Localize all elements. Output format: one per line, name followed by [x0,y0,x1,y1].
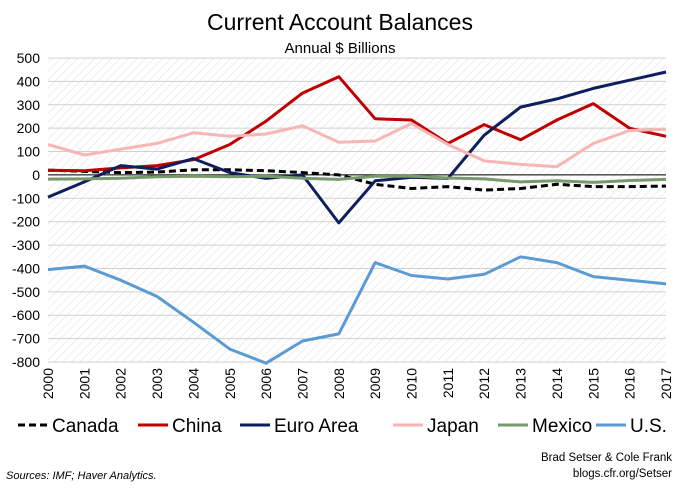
series-line-u-s [47,255,667,365]
legend-label-euro-area: Euro Area [274,416,359,437]
plot-area [48,58,666,362]
legend: Canada China Euro Area Japan Mexico U.S. [18,416,667,437]
x-tick-label: 2000 [40,368,56,399]
y-tick-label: -500 [12,284,40,300]
legend-label-japan: Japan [427,416,479,437]
credit-authors: Brad Setser & Cole Frank [540,452,672,464]
y-tick-label: 300 [17,97,41,113]
x-tick-label: 2013 [513,368,529,399]
y-tick-label: -600 [12,307,40,323]
x-axis: 2000 2001 2002 2003 2004 2005 2006 2007 2008 2009… [40,368,674,399]
y-axis: 500 400 300 200 100 0 -100 -200 -300 -400 -500 -600… [12,50,40,370]
y-tick-label: -200 [12,214,40,230]
chart-subtitle: Annual $ Billions [285,40,396,57]
sources-note: Sources: IMF; Haver Analytics. [6,470,157,482]
y-tick-label: -100 [12,190,40,206]
series-line-euro-area [47,70,667,225]
y-tick-label: -800 [12,354,40,370]
x-tick-label: 2008 [331,368,347,399]
legend-label-china: China [172,416,222,437]
x-tick-label: 2009 [367,368,383,399]
y-tick-label: -700 [12,331,40,347]
y-tick-label: 100 [17,144,41,160]
series-line-mexico [47,174,667,184]
gridlines [48,57,666,363]
x-tick-label: 2001 [76,368,92,399]
series-line-canada [47,168,667,192]
x-tick-label: 2012 [476,368,492,399]
x-tick-label: 2007 [294,368,310,399]
x-tick-label: 2003 [149,368,165,399]
y-tick-label: 400 [17,73,41,89]
series-line-japan [47,122,667,169]
chart-title: Current Account Balances [207,9,473,35]
legend-label-mexico: Mexico [532,416,592,437]
credit-url: blogs.cfr.org/Setser [572,468,672,480]
x-tick-label: 2004 [185,368,201,399]
x-tick-label: 2010 [404,368,420,399]
legend-label-u-s: U.S. [630,416,667,437]
legend-label-canada: Canada [52,416,119,437]
y-tick-label: -400 [12,260,40,276]
y-tick-label: 0 [32,167,40,183]
y-tick-label: -300 [12,237,40,253]
x-tick-label: 2002 [113,368,129,399]
series-lines [47,70,667,365]
x-tick-label: 2015 [585,368,601,399]
x-tick-label: 2011 [440,368,456,398]
x-tick-label: 2014 [549,368,565,399]
x-tick-label: 2006 [258,368,274,399]
x-tick-label: 2017 [658,368,674,399]
series-line-china [47,75,667,173]
x-tick-label: 2005 [222,368,238,399]
x-tick-label: 2016 [622,368,638,399]
y-tick-label: 200 [17,120,41,136]
credit: Brad Setser & Cole Frank blogs.cfr.org/S… [541,450,672,482]
y-tick-label: 500 [17,50,41,66]
